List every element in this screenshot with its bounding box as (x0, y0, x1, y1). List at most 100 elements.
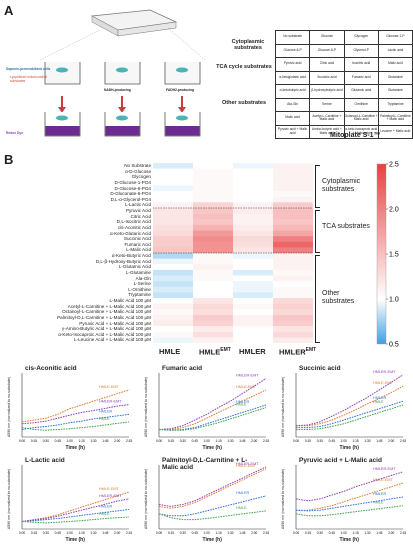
x-tick-label: 0:00 (293, 439, 299, 443)
heatmap-cell (193, 314, 234, 321)
heatmap-cell (153, 269, 194, 276)
heatmap-cell (273, 191, 313, 198)
heatmap-cell (193, 281, 234, 288)
series-line (158, 407, 267, 431)
series-label: HMLER-EMT (99, 400, 122, 404)
x-tick-label: 0:15 (31, 531, 37, 535)
heatmap-cell (193, 309, 234, 316)
series-label: HMLE-EMT (236, 464, 257, 468)
heatmap-cell (273, 253, 313, 259)
heatmap-cell (233, 269, 274, 276)
x-tick-label: 1:15 (215, 439, 221, 443)
heatmap-cell (153, 326, 194, 333)
heatmap-cell (193, 224, 234, 231)
x-tick-label: 1:30 (90, 439, 96, 443)
heatmap-cell (193, 326, 234, 333)
mitoplate-row: Glucose-6-P Glucose-6-P Glycerol-P Lactic a… (274, 43, 413, 58)
column-label-sup: EMT (220, 347, 231, 353)
colorbar-tick-label: 2.5 (389, 162, 399, 169)
heatmap-row-label: cis-Aconitic Acid (117, 224, 151, 230)
series-line (296, 404, 404, 430)
line-chart-svg: 0:00 0:15 0:30 0:45 1:00 1:15 1:30 1:45 2:00 2:15… (156, 373, 269, 443)
x-axis-label: Time (h) (202, 537, 222, 543)
heatmap-cell (273, 174, 313, 181)
x-tick-label: 1:45 (102, 439, 108, 443)
x-tick-label: 1:45 (102, 531, 108, 535)
x-axis-label: Time (h) (339, 445, 359, 451)
x-tick-label: 0:45 (192, 439, 198, 443)
group-label-tca: TCA cycle substrates (216, 64, 272, 70)
series-label: HMLE-EMT (373, 478, 394, 482)
heatmap-row-label: D-Gluconate-6-PO4 (110, 191, 151, 197)
heatmap-cell (273, 286, 313, 293)
heatmap-row-label: Octanoyl-L-Carnitine + L-Malic Acid 100 … (62, 309, 151, 315)
heatmap-cell (193, 208, 234, 214)
heatmap-cell (273, 196, 313, 203)
heatmap-cell (233, 337, 274, 343)
x-tick-label: 2:00 (388, 439, 394, 443)
line-chart: 0:00 0:15 0:30 0:45 1:00 1:15 1:30 1:45 2:00 2:15… (137, 365, 274, 457)
x-tick-label: 2:00 (388, 531, 394, 535)
mitoplate-cell: Glucose (309, 30, 345, 45)
mitoplate-row: α-ketobutyric acid β-hydroxybutyric acid G… (274, 84, 413, 99)
well-2 (104, 62, 141, 85)
x-tick-label: 0:30 (317, 531, 323, 535)
heatmap (153, 163, 313, 343)
x-tick-label: 0:30 (43, 531, 49, 535)
heatmap-cell (233, 219, 274, 226)
mitoplate-cell: Leucine + Malic acid (377, 124, 413, 139)
series-label: HMLER (236, 400, 250, 404)
y-axis-label: A590 nm (normalized to no-substrate) (144, 376, 148, 438)
microplate-icon (90, 9, 178, 37)
heatmap-row-label: D,L-α-Glycerol-PO4 (110, 196, 151, 202)
heatmap-cell (153, 275, 194, 282)
heatmap-cell (233, 230, 274, 237)
mitoplate-cell: Tryptamine (377, 97, 413, 112)
x-tick-label: 0:00 (293, 531, 299, 535)
heatmap-column-labels: HMLE HMLEEMT HMLER HMLEREMT (153, 345, 316, 359)
line-chart-title: Fumaric acid (162, 365, 203, 372)
series-line (21, 404, 130, 425)
heatmap-cell (193, 230, 234, 237)
heatmap-cell (233, 241, 274, 248)
x-tick-label: 1:00 (204, 531, 210, 535)
y-axis-label: A590 nm (normalized to no-substrate) (281, 468, 285, 530)
heatmap-cell (233, 292, 274, 299)
line-chart-svg: 0:00 0:15 0:30 0:45 1:00 1:15 1:30 1:45 2:00 2:15… (293, 465, 406, 535)
heatmap-row-label: γ-Amino-Butyric Acid + L-Malic Acid 100 … (61, 326, 151, 332)
series-label: HMLER-EMT (99, 494, 122, 498)
heatmap-cell (153, 202, 194, 209)
dye-well-2 (104, 112, 141, 137)
heatmap-cell (193, 163, 234, 169)
x-tick-label: 1:30 (227, 531, 233, 535)
x-axis-label: Time (h) (339, 537, 359, 543)
heatmap-column-label: HMLE (159, 347, 180, 356)
group-label-cytoplasmic: Cytoplasmic substrates (231, 39, 265, 51)
heatmap-cell (153, 286, 194, 293)
heatmap-row-label: L-Leucine Acid + L-Malic Acid 100 μM (74, 337, 151, 343)
heatmap-cell (273, 309, 313, 316)
x-tick-label: 0:45 (55, 531, 61, 535)
y-axis-label: A590 nm (normalized to no-substrate) (281, 376, 285, 438)
x-tick-label: 0:15 (168, 439, 174, 443)
x-tick-label: 2:00 (251, 531, 257, 535)
x-tick-label: 2:00 (251, 439, 257, 443)
heatmap-row-label: L-Malic Acid 100 μM (109, 298, 151, 303)
series-line (295, 374, 404, 427)
x-tick-label: 0:00 (156, 439, 162, 443)
x-tick-label: 0:00 (156, 531, 162, 535)
heatmap-cell (233, 224, 274, 231)
y-axis-label: A590 nm (normalized to no-substrate) (144, 468, 148, 530)
arrow-down-icons (58, 96, 186, 113)
heatmap-cell (153, 219, 194, 226)
heatmap-cell (153, 179, 194, 186)
heatmap-cell (233, 298, 274, 304)
x-tick-label: 0:30 (43, 439, 49, 443)
mitoplate-row: Pyruvic acid + Malic acid Amino-butyric a… (274, 124, 413, 139)
heatmap-cell (273, 247, 313, 254)
x-tick-label: 1:00 (341, 439, 347, 443)
heatmap-cell (193, 202, 234, 209)
heatmap-cell (153, 208, 194, 214)
heatmap-cell (193, 191, 234, 198)
well-1 (44, 62, 81, 85)
